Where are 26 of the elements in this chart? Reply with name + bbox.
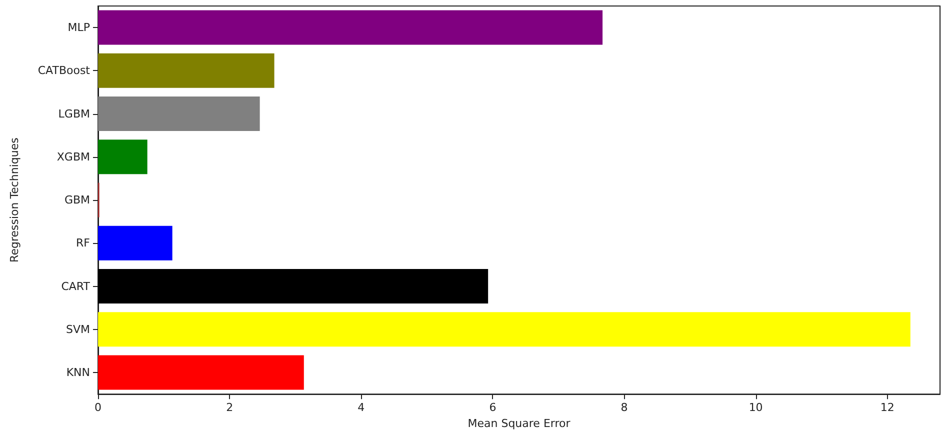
x-tick-label: 10 — [748, 401, 763, 414]
bar — [98, 96, 260, 132]
x-axis-title: Mean Square Error — [468, 417, 571, 430]
y-tick-label: KNN — [66, 366, 90, 380]
bar — [98, 312, 910, 347]
bar — [98, 355, 304, 390]
x-tick-label: 6 — [489, 401, 496, 414]
bar — [98, 10, 603, 45]
x-tick-label: 4 — [358, 401, 365, 414]
y-tick-label: RF — [76, 236, 90, 250]
bar — [98, 53, 274, 88]
x-tick-label: 12 — [880, 401, 894, 414]
bar — [98, 226, 172, 260]
y-tick-label: MLP — [68, 21, 90, 34]
x-tick-label: 0 — [94, 401, 102, 414]
y-tick-label: XGBM — [56, 150, 90, 164]
bar — [98, 269, 488, 304]
y-tick-label: SVM — [66, 322, 90, 336]
y-tick-label: CART — [61, 280, 90, 293]
x-tick-label: 8 — [620, 401, 628, 414]
y-tick-label: LGBM — [58, 107, 90, 120]
y-tick-label: CATBoost — [38, 64, 91, 78]
y-tick-label: GBM — [64, 194, 90, 207]
bar — [98, 140, 148, 174]
y-axis-title: Regression Techniques — [8, 137, 21, 262]
x-tick-label: 2 — [226, 401, 234, 414]
